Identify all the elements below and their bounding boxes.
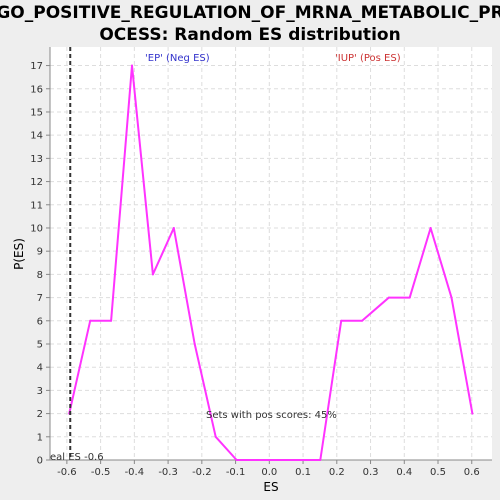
x-tick-label-4: -0.2 xyxy=(192,467,212,478)
data-point xyxy=(151,273,154,276)
y-tick-label-5: 5 xyxy=(37,339,43,350)
x-tick-label-7: 0.1 xyxy=(295,467,311,478)
x-tick-label-12: 0.6 xyxy=(464,467,480,478)
axis-layer: -0.6 -0.5 -0.4 -0.3 -0.2 -0.1 0.0 0.1 0.2 0.3 0.4 0… xyxy=(30,47,492,478)
y-tick-label-10: 10 xyxy=(30,223,43,234)
chart-title-line1: GO_POSITIVE_REGULATION_OF_MRNA_METABOLIC… xyxy=(0,3,500,23)
y-tick-label-16: 16 xyxy=(30,84,43,95)
y-tick-label-8: 8 xyxy=(37,270,43,281)
x-tick-label-3: -0.3 xyxy=(158,467,178,478)
y-tick-label-7: 7 xyxy=(37,293,43,304)
data-point xyxy=(214,435,217,438)
x-axis-label: ES xyxy=(263,480,278,494)
data-point xyxy=(361,319,364,322)
y-tick-label-3: 3 xyxy=(37,386,43,397)
series-line-0 xyxy=(68,64,474,461)
x-tick-label-8: 0.2 xyxy=(329,467,345,478)
data-point xyxy=(110,319,113,322)
real-es-label: eal ES -0.6 xyxy=(50,452,104,463)
data-point xyxy=(298,459,301,461)
y-tick-label-9: 9 xyxy=(37,247,43,258)
chart-title-line2: OCESS: Random ES distribution xyxy=(99,25,400,45)
data-point xyxy=(429,226,432,229)
data-point xyxy=(130,64,133,67)
y-tick-label-15: 15 xyxy=(30,107,43,118)
data-point xyxy=(172,226,175,229)
y-tick-label-2: 2 xyxy=(37,409,43,420)
data-point xyxy=(89,319,92,322)
x-tick-label-0: -0.6 xyxy=(57,467,77,478)
data-point xyxy=(471,412,474,415)
data-point xyxy=(235,459,238,461)
data-point xyxy=(319,459,322,461)
x-tick-label-1: -0.5 xyxy=(91,467,111,478)
legend-pos-es: 'IUP' (Pos ES) xyxy=(335,53,401,64)
data-point xyxy=(193,342,196,345)
y-tick-label-6: 6 xyxy=(37,316,43,327)
legend-neg-es: 'EP' (Neg ES) xyxy=(145,53,210,64)
y-tick-label-4: 4 xyxy=(37,363,43,374)
y-tick-label-1: 1 xyxy=(37,432,43,443)
y-tick-label-13: 13 xyxy=(30,154,43,165)
y-tick-label-0: 0 xyxy=(37,456,43,467)
pos-scores-annotation: Sets with pos scores: 45% xyxy=(206,410,337,421)
x-tick-label-10: 0.4 xyxy=(396,467,412,478)
data-point xyxy=(256,459,259,461)
y-tick-label-17: 17 xyxy=(30,61,43,72)
x-tick-label-9: 0.3 xyxy=(363,467,379,478)
x-tick-label-5: -0.1 xyxy=(226,467,246,478)
y-tick-label-11: 11 xyxy=(30,200,43,211)
grid-layer xyxy=(50,47,492,461)
data-point xyxy=(450,296,453,299)
x-tick-label-6: 0.0 xyxy=(261,467,277,478)
plot-area xyxy=(50,47,492,460)
series-layer xyxy=(68,47,474,461)
data-point xyxy=(408,296,411,299)
x-tick-label-11: 0.5 xyxy=(430,467,446,478)
data-point xyxy=(387,296,390,299)
data-point xyxy=(277,459,280,461)
x-tick-label-2: -0.4 xyxy=(125,467,145,478)
y-tick-label-14: 14 xyxy=(30,131,43,142)
data-point xyxy=(340,319,343,322)
y-tick-label-12: 12 xyxy=(30,177,43,188)
y-axis-label: P(ES) xyxy=(12,238,26,270)
